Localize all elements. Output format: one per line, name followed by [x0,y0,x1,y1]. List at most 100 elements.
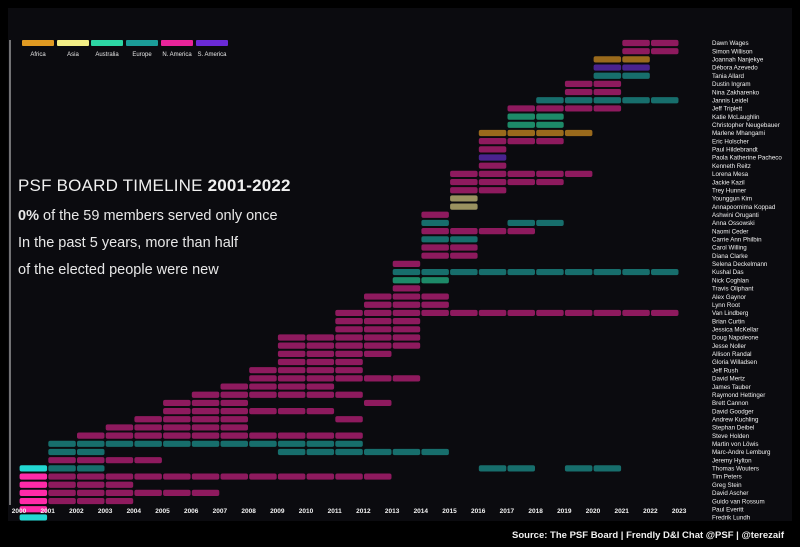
member-name-label: Guido van Rossum [712,498,765,505]
term-bar [48,465,76,472]
term-bar [421,277,449,284]
term-bar [220,432,248,439]
legend-swatch-australia [91,40,123,46]
term-bar [220,416,248,423]
term-bar [593,465,622,472]
term-bar [450,252,478,259]
member-name-label: David Ascher [712,490,748,497]
term-bar [306,358,335,366]
legend-label-asia: Asia [67,52,79,58]
member-name-label: Tania Allard [712,73,745,80]
term-bar [622,39,650,47]
term-bar [421,268,449,276]
member-name-label: Katie McLaughlin [712,114,760,121]
term-bar [392,334,421,341]
term-bar [335,432,363,439]
term-bar [392,268,421,276]
term-bar [450,203,478,210]
term-bar [105,424,134,431]
term-bar [134,440,162,447]
term-bar [19,465,48,472]
member-name-label: Van Lindberg [712,310,749,317]
term-bar [77,497,105,505]
term-bar [507,228,535,235]
term-bar [48,497,76,505]
term-bar [249,383,277,390]
term-bar [335,440,363,447]
term-bar [421,301,449,308]
term-bar [306,383,335,390]
x-tick-label: 2004 [127,508,142,515]
term-bar [450,187,478,194]
member-name-label: Lynn Root [712,302,740,309]
term-bar [163,489,191,496]
member-name-label: Anna Ossowski [712,220,755,227]
term-bar [306,432,335,439]
term-bar [507,129,535,137]
term-bar [507,178,535,186]
term-bar [622,72,650,79]
term-bar [507,268,535,276]
member-name-label: Jannis Leidel [712,97,748,104]
term-bar [19,514,48,521]
term-bar [478,129,507,137]
x-tick-label: 2009 [270,508,285,515]
term-bar [134,424,162,431]
member-name-label: Selena Deckelmann [712,261,768,268]
term-bar [536,138,564,145]
x-tick-label: 2013 [385,508,400,515]
term-bar [105,473,134,480]
term-bar [134,432,162,439]
term-bar [277,334,306,341]
term-bar [277,358,306,366]
term-bar [77,489,105,496]
term-bar [593,88,622,96]
member-name-label: Jeff Triplett [712,106,742,113]
term-bar [478,228,507,235]
x-tick-label: 2022 [643,508,658,515]
term-bar [651,268,679,276]
term-bar [77,473,105,480]
member-name-label: Greg Stein [712,482,742,489]
term-bar [392,375,421,382]
term-bar [335,358,363,366]
member-name-label: Alex Gaynor [712,294,746,301]
term-bar [105,457,134,464]
term-bar [134,457,162,464]
term-bar [364,334,392,341]
term-bar [392,301,421,308]
term-bar [19,497,48,505]
legend-label-africa: Africa [30,52,46,58]
member-name-label: Débora Azevedo [712,65,758,72]
term-bar [306,334,335,341]
member-name-label: Ashwini Oruganti [712,212,759,219]
term-bar [163,440,191,447]
term-bar [77,440,105,447]
term-bar [450,244,478,251]
term-bar [77,432,105,439]
term-bar [19,473,48,480]
term-bar [622,268,650,276]
term-bar [163,408,191,415]
term-bar [48,481,76,488]
term-bar [593,64,622,71]
subtitle-line-2: In the past 5 years, more than half [18,235,239,251]
term-bar [450,195,478,202]
term-bar [450,228,478,235]
term-bar [450,236,478,243]
title-years: 2001-2022 [207,176,291,195]
member-name-label: Paola Katherine Pacheco [712,155,782,162]
term-bar [335,375,363,382]
term-bar [191,424,220,431]
term-bar [478,178,507,186]
term-bar [364,399,392,407]
term-bar [191,489,220,496]
term-bar [19,506,48,513]
term-bar [249,440,277,447]
x-tick-label: 2023 [672,508,687,515]
term-bar [48,489,76,496]
term-bar [392,285,421,292]
x-tick-label: 2007 [213,508,228,515]
term-bar [536,113,564,120]
